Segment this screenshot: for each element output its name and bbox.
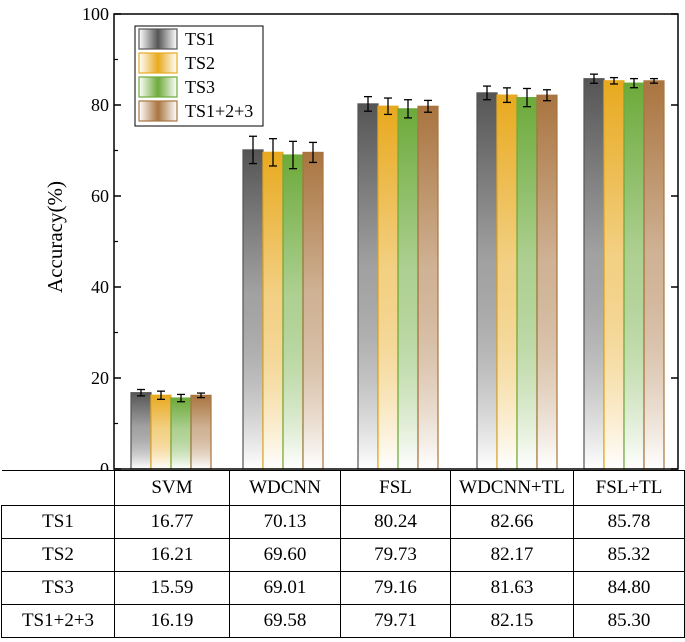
table-cell: 79.71 [340,604,451,638]
legend-label: TS1+2+3 [185,101,253,121]
table-cell: 79.73 [340,538,451,572]
bar-ts1plus2plus3-wdcnn [302,151,324,470]
y-tick-label: 80 [91,95,109,115]
table-row: TS1+2+3 16.19 69.58 79.71 82.15 85.30 [1,604,685,638]
y-tick-label: 0 [100,459,109,470]
table-cell: 84.80 [573,571,685,605]
table-row: TS1 16.77 70.13 80.24 82.66 85.78 [1,505,685,539]
table-cell: 82.15 [450,604,574,638]
table-cell: 85.32 [573,538,685,572]
legend-swatch [138,76,178,98]
legend-swatch [138,100,178,122]
bar-ts1-fslplustl [583,78,605,470]
table-cell: 16.77 [114,505,230,539]
bar-ts1plus2plus3-fslplustl [643,80,665,470]
bar-chart: 0 20 40 60 80 100 TS1 TS2 TS3 TS1+2+3 Accuracy(%… [43,4,679,470]
bar-ts3-fslplustl [623,82,645,470]
table-cell: 69.58 [229,604,341,638]
table-header-row: SVM WDCNN FSL WDCNN+TL FSL+TL [1,470,685,506]
bar-ts3-wdcnnplustl [516,96,538,470]
table-header-cell: FSL [340,470,451,506]
bar-ts2-wdcnnplustl [496,94,518,470]
legend-label: TS2 [185,53,215,73]
row-label: TS1+2+3 [1,604,115,638]
bar-ts1-wdcnnplustl [476,92,498,470]
bar-ts2-svm [150,394,172,470]
row-label: TS3 [1,571,115,605]
table-cell: 85.78 [573,505,685,539]
table-header-cell: WDCNN+TL [450,470,574,506]
bar-ts1plus2plus3-fsl [417,105,439,470]
table-cell: 70.13 [229,505,341,539]
table-cell: 79.16 [340,571,451,605]
row-label: TS1 [1,505,115,539]
axes: 0 20 40 60 80 100 [82,4,679,470]
table-cell: 16.19 [114,604,230,638]
table-cell: 80.24 [340,505,451,539]
y-tick-label: 40 [91,277,109,297]
bar-ts2-wdcnn [262,151,284,470]
table-cell: 15.59 [114,571,230,605]
bar-ts3-wdcnn [282,154,304,470]
table-cell: 81.63 [450,571,574,605]
table-cell: 85.30 [573,604,685,638]
y-tick-label: 20 [91,368,109,388]
legend: TS1 TS2 TS3 TS1+2+3 [134,25,264,127]
bar-ts3-svm [170,397,192,470]
table-header-cell: FSL+TL [573,470,685,506]
bar-ts1plus2plus3-wdcnnplustl [536,94,558,470]
chart-canvas: 0 20 40 60 80 100 TS1 TS2 TS3 TS1+2+3 Accuracy(%… [43,4,679,470]
bar-ts2-fslplustl [603,80,625,470]
legend-label: TS3 [185,77,215,97]
table-cell: 69.01 [229,571,341,605]
table-cell: 69.60 [229,538,341,572]
table-cell: 82.66 [450,505,574,539]
table-cell: 82.17 [450,538,574,572]
bar-ts1-svm [130,392,152,470]
legend-swatch [138,28,178,50]
bars-layer [130,78,665,470]
table-corner-cell [1,470,115,506]
bar-ts1plus2plus3-svm [190,394,212,470]
table-row: TS3 15.59 69.01 79.16 81.63 84.80 [1,571,685,605]
y-axis-label: Accuracy(%) [43,181,67,293]
row-label: TS2 [1,538,115,572]
bar-ts1-fsl [357,103,379,470]
legend-label: TS1 [185,29,215,49]
y-tick-label: 60 [91,186,109,206]
table-row: TS2 16.21 69.60 79.73 82.17 85.32 [1,538,685,572]
y-tick-label: 100 [82,4,109,24]
table-header-cell: SVM [114,470,230,506]
error-bars-layer [137,73,658,403]
bar-ts3-fsl [397,108,419,470]
legend-swatch [138,52,178,74]
bar-ts1-wdcnn [242,149,264,470]
table-cell: 16.21 [114,538,230,572]
bar-ts2-fsl [377,105,399,470]
table-header-cell: WDCNN [229,470,341,506]
results-table: SVM WDCNN FSL WDCNN+TL FSL+TL TS1 16.77 … [1,470,685,638]
